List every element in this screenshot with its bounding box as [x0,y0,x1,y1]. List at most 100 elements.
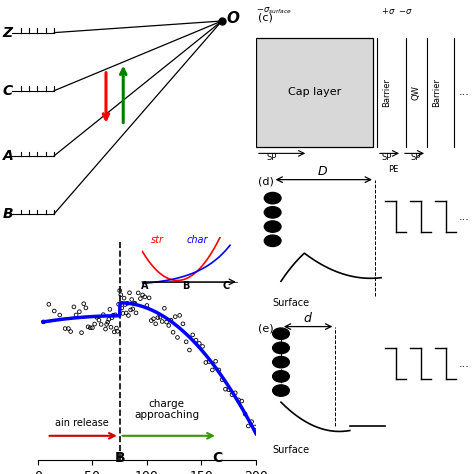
Point [228,391,236,399]
Point [82,304,90,312]
Point [186,346,193,354]
Point [70,303,78,310]
Point [105,316,113,323]
Point [173,334,181,341]
Bar [256,37,373,147]
Point [231,389,239,397]
Point [89,324,96,331]
Point [119,310,127,317]
Point [80,300,88,308]
Text: ...: ... [458,87,469,97]
Point [114,328,121,335]
Point [84,323,92,331]
Point [117,291,125,299]
Circle shape [264,192,281,204]
Text: ...: ... [458,358,469,369]
Point [104,319,111,326]
Text: A: A [141,281,149,291]
Point [108,314,116,321]
Text: str: str [151,235,164,245]
Text: char: char [186,235,208,245]
Circle shape [264,221,281,232]
Point [120,294,128,302]
Point [56,311,64,319]
Point [91,320,99,328]
Point [111,311,119,319]
Point [50,307,58,315]
Point [209,366,216,374]
Point [126,289,133,297]
Point [95,316,103,324]
Point [137,295,144,302]
Text: Cap layer: Cap layer [288,87,341,97]
Point [225,386,232,393]
Text: SP: SP [266,153,277,162]
Point [176,311,183,319]
Point [115,301,122,308]
Text: A: A [2,149,13,163]
Point [125,312,132,319]
Point [154,314,162,321]
Circle shape [273,356,289,368]
Point [202,359,210,366]
Point [102,325,109,333]
Point [172,313,179,320]
Point [103,320,110,328]
Point [113,324,120,332]
Text: $+\sigma$  $-\sigma$: $+\sigma$ $-\sigma$ [381,6,413,16]
Point [129,305,137,313]
Text: PE: PE [388,165,399,174]
Text: $D$: $D$ [317,165,328,178]
Point [165,322,173,329]
Point [39,318,47,326]
Point [245,422,252,430]
Text: $d$: $d$ [303,311,313,325]
Point [169,328,177,336]
Text: SP: SP [410,153,420,162]
Text: (e): (e) [258,324,273,334]
Point [128,296,136,303]
Point [212,357,219,365]
Text: B: B [2,207,13,221]
Point [167,316,175,324]
Point [141,293,148,301]
Text: B: B [182,281,190,291]
Circle shape [273,371,289,382]
Point [124,300,131,307]
Point [109,311,117,319]
Point [97,320,105,328]
Point [107,323,115,331]
Circle shape [273,342,289,354]
Point [146,294,153,301]
Point [64,325,72,332]
Point [158,318,166,325]
Point [161,304,168,312]
Point [152,320,159,328]
Circle shape [264,235,281,246]
Text: Surface: Surface [273,445,310,455]
Point [67,328,74,335]
Point [147,317,155,324]
Point [150,315,157,323]
Point [189,331,197,338]
Text: C: C [222,281,229,291]
Point [156,313,164,321]
Point [235,396,242,404]
Point [110,328,118,336]
Point [238,397,246,405]
Point [135,289,142,297]
Point [241,410,249,418]
Point [192,337,200,344]
Text: Surface: Surface [273,298,310,308]
Text: (c): (c) [258,13,273,23]
Point [106,306,114,313]
Text: charge
approaching: charge approaching [134,399,199,420]
Text: C: C [2,84,13,98]
Text: O: O [227,11,240,26]
Text: Z: Z [2,26,12,40]
Point [75,308,83,316]
Point [130,300,137,308]
Point [72,311,80,319]
Text: Barrier: Barrier [382,78,391,107]
Point [100,311,107,319]
